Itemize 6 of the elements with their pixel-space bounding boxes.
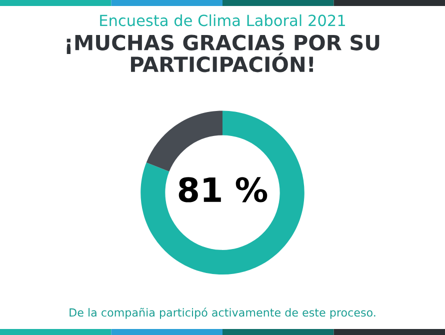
donut-slice bbox=[140, 110, 304, 274]
chart-title: Encuesta de Clima Laboral 2021 bbox=[100, 14, 345, 26]
donut-slice bbox=[146, 110, 222, 172]
data-label: 81 % bbox=[178, 177, 268, 202]
text: De la compañia participó activamente de este proceso. bbox=[70, 308, 376, 319]
chart-subtitle: ¡MUCHAS GRACIAS POR SU PARTICIPACIÓN! bbox=[66, 34, 380, 72]
